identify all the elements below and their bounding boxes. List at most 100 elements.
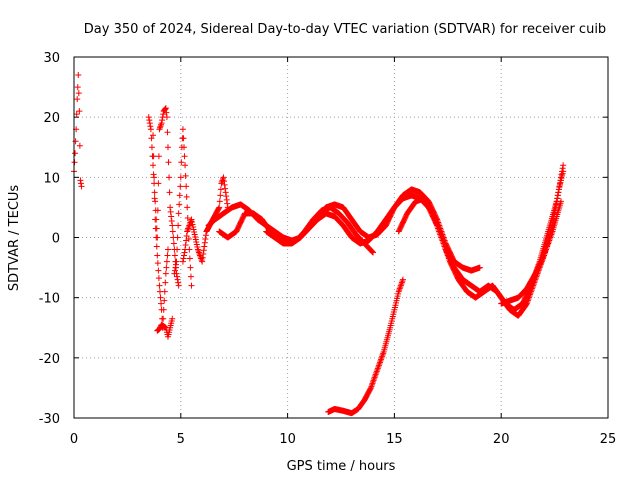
data-point (174, 273, 181, 280)
data-point (182, 172, 189, 179)
data-point (154, 260, 161, 267)
data-point (161, 288, 168, 295)
data-point (162, 105, 169, 112)
data-point (188, 282, 195, 289)
data-point (71, 159, 78, 166)
data-point (160, 111, 167, 118)
data-point (552, 204, 559, 211)
x-tick-label: 15 (386, 432, 403, 447)
x-tick-label: 20 (493, 432, 510, 447)
data-point (540, 253, 547, 260)
tick-layer: 0 5 10 15 20 25 -30 -20 -10 0 10 20 30 (39, 51, 617, 447)
data-point (216, 204, 223, 211)
series-arc-3.8h (150, 132, 171, 331)
data-point (184, 214, 191, 221)
data-point (223, 196, 230, 203)
data-point (158, 300, 165, 307)
data-point (186, 255, 193, 262)
data-point (178, 159, 185, 166)
x-axis-label: GPS time / hours (287, 459, 396, 474)
data-point (194, 244, 201, 251)
data-point (171, 267, 178, 274)
data-point (163, 109, 170, 116)
data-point (160, 306, 167, 313)
data-point (182, 246, 189, 253)
data-point (188, 216, 195, 223)
data-point (168, 213, 175, 220)
data-point (155, 153, 162, 160)
data-point (181, 252, 188, 259)
x-tick-label: 10 (279, 432, 296, 447)
data-point (151, 189, 158, 196)
data-point (162, 270, 169, 277)
data-point (156, 282, 163, 289)
y-tick-label: 10 (43, 171, 60, 186)
data-point (187, 264, 194, 271)
data-point (221, 178, 228, 185)
series-arc-20h (498, 168, 567, 307)
series-arc-12h (325, 276, 406, 417)
data-point (560, 162, 567, 169)
data-point (167, 204, 174, 211)
data-point (191, 228, 198, 235)
data-point (75, 72, 82, 79)
data-point (154, 207, 161, 214)
data-point (152, 216, 159, 223)
x-tick-label: 5 (177, 432, 185, 447)
data-point (553, 198, 560, 205)
data-point (146, 120, 153, 127)
data-point (193, 239, 200, 246)
data-point (189, 218, 196, 225)
data-point (75, 90, 82, 97)
data-point (200, 247, 207, 254)
data-point (153, 234, 160, 241)
data-point (175, 210, 182, 217)
data-point (179, 258, 186, 265)
data-point (152, 225, 159, 232)
data-point (180, 255, 187, 262)
data-point (145, 114, 152, 121)
data-point (155, 180, 162, 187)
data-point (147, 123, 154, 130)
data-point (150, 162, 157, 169)
data-point (164, 252, 171, 259)
plot-frame (73, 56, 609, 419)
data-point (476, 264, 483, 271)
data-point (183, 232, 190, 239)
data-point (155, 267, 162, 274)
data-point (183, 183, 190, 190)
y-tick-label: -10 (39, 292, 60, 307)
data-point (74, 96, 81, 103)
data-point (169, 228, 176, 235)
data-point (193, 241, 200, 248)
data-point (74, 84, 81, 91)
data-point (201, 243, 208, 250)
data-point (201, 239, 208, 246)
data-point (555, 189, 562, 196)
series-arc-0h (71, 72, 85, 190)
data-point (551, 213, 558, 220)
data-point (191, 231, 198, 238)
y-tick-label: 20 (43, 111, 60, 126)
data-point (157, 294, 164, 301)
data-point (162, 105, 169, 112)
data-point (164, 129, 171, 136)
series-arc-6.5h (205, 186, 483, 274)
data-point (551, 210, 558, 217)
data-point (199, 258, 206, 265)
data-point (368, 248, 375, 255)
data-point (190, 226, 197, 233)
data-point (181, 249, 188, 256)
data-point (550, 216, 557, 223)
data-point (157, 123, 164, 130)
data-point (192, 236, 199, 243)
data-point (554, 195, 561, 202)
data-point (150, 171, 157, 178)
series-arc-3.9h (154, 315, 176, 340)
data-point (148, 135, 155, 142)
data-point (163, 258, 170, 265)
data-point (183, 237, 190, 244)
data-point (180, 135, 187, 142)
data-point (77, 180, 84, 187)
data-point (552, 207, 559, 214)
